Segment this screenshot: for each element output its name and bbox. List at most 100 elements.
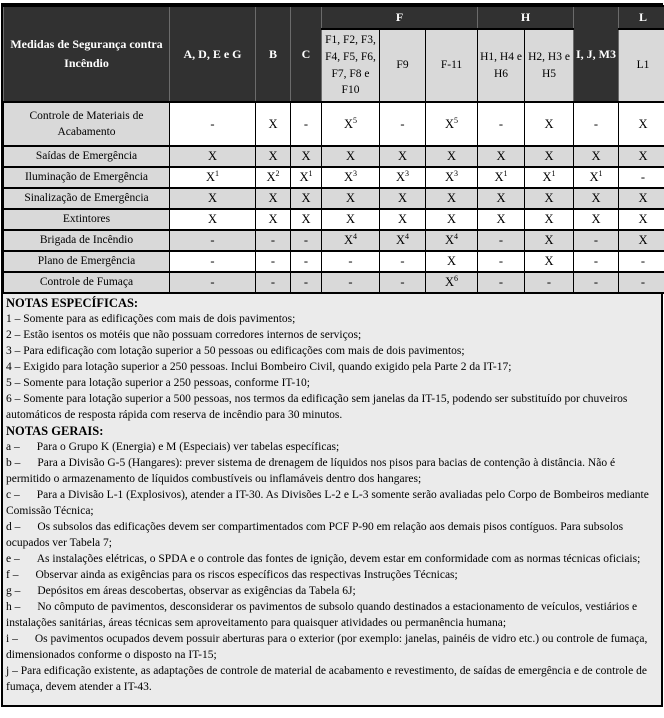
occupancy-division-header: H1, H4 e H6 (477, 28, 526, 103)
requirement-cell: - (255, 271, 291, 294)
measure-row-label: Sinalização de Emergência (3, 187, 170, 210)
requirement-cell: - (169, 271, 256, 294)
requirement-cell: - (255, 229, 291, 252)
requirement-cell: X1 (477, 166, 526, 189)
requirement-cell: X (255, 145, 291, 168)
general-note-text: Para o Grupo K (Energia) e M (Especiais)… (36, 441, 340, 453)
requirement-cell: - (573, 271, 620, 294)
requirement-cell: X (255, 101, 291, 147)
requirement-cell: X (321, 187, 380, 210)
general-notes-list: a – Para o Grupo K (Energia) e M (Especia… (6, 439, 656, 695)
requirement-cell: X (255, 187, 291, 210)
requirement-cell: X (573, 187, 620, 210)
fire-safety-requirements-sheet: Medidas de Segurança contra Incêndio A, D… (1, 3, 664, 707)
requirement-cell: - (290, 229, 322, 252)
specific-note-line: 1 – Somente para as edificações com mais… (6, 313, 296, 325)
general-note-line: g – Depósitos em áreas descobertas, obser… (6, 583, 656, 599)
requirement-cell: X (424, 187, 479, 210)
fire-safety-measures-table: Medidas de Segurança contra Incêndio A, D… (3, 5, 664, 294)
occupancy-group-header: F (320, 5, 479, 30)
note-reference-superscript: 1 (215, 168, 220, 178)
requirement-cell: X (618, 145, 664, 168)
note-reference-superscript: 1 (598, 168, 603, 178)
note-reference-superscript: 5 (454, 115, 459, 125)
requirement-cell: X (524, 187, 575, 210)
requirement-cell: X (321, 208, 380, 231)
note-reference-superscript: 1 (308, 168, 313, 178)
occupancy-group-header: A, D, E e G (169, 5, 256, 103)
requirement-cell: X (618, 229, 664, 252)
requirement-cell: - (477, 101, 526, 147)
requirement-cell: - (321, 250, 380, 273)
requirement-cell: X1 (524, 166, 575, 189)
general-note-text: Os pavimentos ocupados devem possuir abe… (6, 633, 648, 661)
requirement-cell: - (573, 101, 620, 147)
requirement-cell: X (618, 101, 664, 147)
note-reference-superscript: 4 (353, 231, 358, 241)
measure-row-label: Extintores (3, 208, 170, 231)
requirement-cell: X3 (321, 166, 380, 189)
general-note-text: Os subsolos das edificações devem ser co… (6, 521, 624, 549)
requirement-cell: X5 (424, 101, 479, 147)
requirement-cell: - (290, 250, 322, 273)
specific-note-line: 6 – Somente para lotação superior a 500 … (6, 393, 628, 421)
requirement-cell: - (169, 250, 256, 273)
general-note-line: j – Para edificação existente, as adapta… (6, 663, 656, 695)
occupancy-group-header: H (477, 5, 575, 30)
requirement-cell: - (618, 166, 664, 189)
general-note-line: b – Para a Divisão G-5 (Hangares): prever… (6, 455, 656, 487)
measure-row: Controle de Fumaça - - - - - X6- - - - (3, 271, 664, 294)
general-note-text: Observar ainda as exigências para os ris… (35, 569, 458, 581)
general-note-text: No cômputo de pavimentos, desconsiderar … (6, 601, 638, 629)
general-note-line: a – Para o Grupo K (Energia) e M (Especia… (6, 439, 656, 455)
requirement-cell: - (524, 271, 575, 294)
general-note-letter: c – (6, 489, 20, 501)
general-note-line: c – Para a Divisão L-1 (Explosivos), aten… (6, 487, 656, 519)
note-reference-superscript: 5 (353, 115, 358, 125)
measure-row: Extintores X X X X X X X X X X (3, 208, 664, 231)
general-note-text: Para a Divisão G-5 (Hangares): prever si… (6, 457, 616, 485)
requirement-cell: X (290, 145, 322, 168)
requirement-cell: - (379, 271, 426, 294)
requirement-cell: X (255, 208, 291, 231)
note-reference-superscript: 1 (551, 168, 556, 178)
header-group-row: Medidas de Segurança contra Incêndio A, D… (3, 5, 664, 103)
measure-row: Saídas de Emergência X X X X X X X X X X (3, 145, 664, 168)
general-note-line: i – Os pavimentos ocupados devem possuir … (6, 631, 656, 663)
requirement-cell: X (424, 145, 479, 168)
general-notes-title: NOTAS GERAIS: (6, 424, 104, 438)
notes-section: NOTAS ESPECÍFICAS: 1 – Somente para as e… (3, 294, 661, 705)
requirement-cell: - (290, 101, 322, 147)
specific-note-line: 2 – Estão isentos os motéis que não poss… (6, 329, 362, 341)
specific-notes-title: NOTAS ESPECÍFICAS: (6, 296, 139, 310)
note-reference-superscript: 6 (454, 273, 459, 283)
requirement-cell: X3 (379, 166, 426, 189)
requirement-cell: - (618, 250, 664, 273)
requirement-cell: X (169, 145, 256, 168)
occupancy-division-header: L1 (618, 28, 664, 103)
requirement-cell: - (255, 250, 291, 273)
general-note-letter: i – (6, 633, 18, 645)
requirement-cell: X4 (424, 229, 479, 252)
occupancy-division-header: F1, F2, F3, F4, F5, F6, F7, F8 e F10 (321, 28, 380, 103)
measure-row: Iluminação de Emergência X1 X2 X1 X3 X3 X3 X1 X1… (3, 166, 664, 189)
requirement-cell: - (321, 271, 380, 294)
general-note-line: f – Observar ainda as exigências para os … (6, 567, 656, 583)
requirement-cell: X (524, 145, 575, 168)
requirement-cell: - (379, 101, 426, 147)
measure-row-label: Controle de Fumaça (3, 271, 170, 294)
requirement-cell: - (618, 271, 664, 294)
header-subgroup-row: F1, F2, F3, F4, F5, F6, F7, F8 e F10 F9 F-… (4, 28, 664, 103)
note-reference-superscript: 3 (454, 168, 459, 178)
note-reference-superscript: 4 (405, 231, 410, 241)
requirement-cell: - (477, 229, 526, 252)
requirement-cell: X (169, 208, 256, 231)
requirement-cell: X6 (424, 271, 479, 294)
requirement-cell: X1 (290, 166, 322, 189)
requirement-cell: X (424, 250, 479, 273)
requirement-cell: X (477, 145, 526, 168)
specific-note-line: 4 – Exigido para lotação superior a 250 … (6, 361, 512, 373)
requirement-cell: - (573, 229, 620, 252)
requirement-cell: - (477, 250, 526, 273)
note-reference-superscript: 3 (405, 168, 410, 178)
